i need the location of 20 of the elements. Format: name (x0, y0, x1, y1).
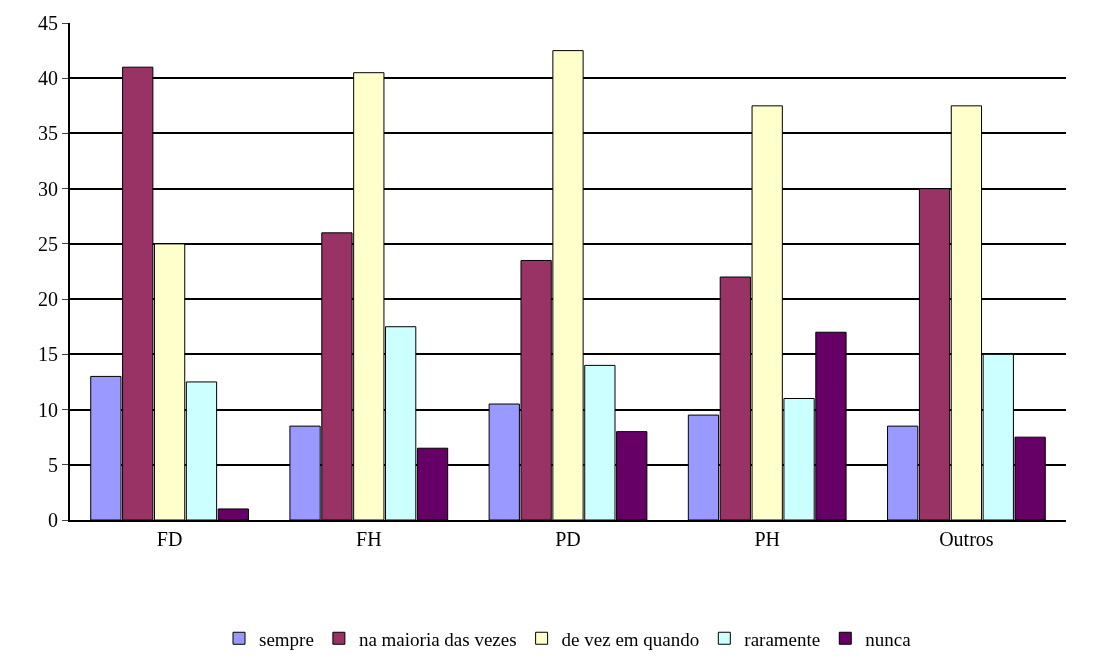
legend-label: sempre (259, 628, 314, 650)
y-tick-label: 25 (38, 232, 58, 255)
x-tick-label: PH (754, 528, 780, 550)
y-tick-label: 35 (38, 122, 58, 145)
legend-label: raramente (744, 628, 821, 650)
y-tick-label: 15 (38, 343, 58, 366)
x-tick-label: Outros (939, 528, 994, 550)
legend-label: nunca (865, 628, 912, 650)
y-tick-label: 10 (38, 398, 58, 421)
x-tick-label: FH (356, 528, 382, 550)
legend-label: na maioria das vezes (358, 628, 517, 650)
y-tick-label: 40 (38, 67, 58, 90)
y-tick-label: 0 (48, 509, 58, 531)
y-tick-label: 45 (38, 12, 58, 34)
y-tick-label: 5 (48, 453, 58, 476)
legend-label: de vez em quando (561, 628, 700, 650)
x-tick-label: FD (156, 528, 183, 550)
x-tick-label: PD (555, 528, 581, 550)
y-tick-label: 30 (38, 177, 58, 200)
y-tick-label: 20 (38, 288, 58, 311)
